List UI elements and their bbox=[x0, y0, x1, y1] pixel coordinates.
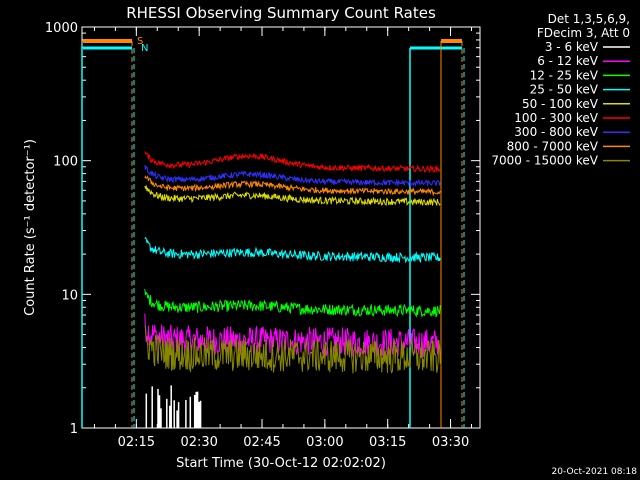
series-line-2 bbox=[144, 288, 441, 318]
series-line-4 bbox=[144, 184, 441, 207]
x-axis-label: Start Time (30-Oct-12 02:02:02) bbox=[176, 456, 386, 471]
footer-timestamp: 20-Oct-2021 08:18 bbox=[552, 467, 638, 477]
s-marker-label: S bbox=[137, 36, 143, 47]
x-tick-label: 02:30 bbox=[180, 435, 217, 450]
n-marker-label: N bbox=[141, 43, 148, 54]
legend-header-line-1: Det 1,3,5,6,9, bbox=[548, 12, 630, 26]
y-tick-label: 100 bbox=[53, 155, 78, 170]
series-line-6 bbox=[144, 164, 441, 188]
legend-entry-label: 6 - 12 keV bbox=[537, 54, 599, 68]
legend-entry-label: 12 - 25 keV bbox=[530, 68, 599, 82]
series-line-1 bbox=[144, 313, 441, 358]
legend-entry-label: 50 - 100 keV bbox=[522, 97, 599, 111]
y-tick-label: 10 bbox=[61, 288, 78, 303]
series-line-0 bbox=[145, 385, 202, 428]
series-line-5 bbox=[144, 151, 441, 174]
chart-title: RHESSI Observing Summary Count Rates bbox=[126, 4, 436, 22]
series-line-7 bbox=[144, 175, 441, 197]
series-line-8 bbox=[144, 325, 441, 374]
y-tick-label: 1 bbox=[70, 422, 78, 437]
x-tick-label: 03:30 bbox=[432, 435, 469, 450]
legend-entry-label: 7000 - 15000 keV bbox=[491, 154, 598, 168]
legend-entry-label: 100 - 300 keV bbox=[514, 111, 598, 125]
legend-entry-label: 25 - 50 keV bbox=[530, 83, 599, 97]
legend-entry-label: 800 - 7000 keV bbox=[507, 139, 599, 153]
y-axis-label: Count Rate (s⁻¹ detector⁻¹) bbox=[23, 139, 38, 316]
legend-entry-label: 3 - 6 keV bbox=[545, 40, 599, 54]
legend-entry-label: 300 - 800 keV bbox=[514, 125, 598, 139]
x-tick-label: 02:45 bbox=[243, 435, 280, 450]
x-tick-label: 03:00 bbox=[306, 435, 343, 450]
y-tick-label: 1000 bbox=[45, 21, 78, 36]
series-line-3 bbox=[144, 236, 441, 264]
x-tick-label: 03:15 bbox=[369, 435, 406, 450]
x-tick-label: 02:15 bbox=[118, 435, 155, 450]
legend-header-line-2: FDecim 3, Att 0 bbox=[537, 26, 630, 40]
